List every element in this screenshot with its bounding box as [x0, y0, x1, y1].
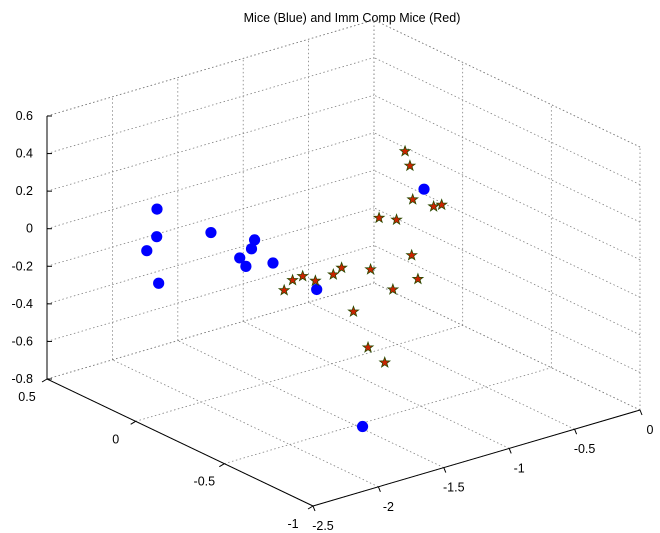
- red-star-point: [327, 267, 340, 280]
- side-wall-grid-line: [373, 94, 641, 223]
- z-tick-label: 0.4: [16, 147, 33, 161]
- x-tick-label: 0: [647, 423, 654, 437]
- floor-grid-line: [112, 359, 379, 488]
- back-wall-grid-line: [46, 282, 375, 380]
- y-tick-label: 0: [112, 432, 119, 446]
- z-tick-label: -0.4: [11, 297, 33, 311]
- x-tick-mark: [508, 448, 512, 454]
- z-tick-label: -0.6: [11, 334, 33, 348]
- x-tick-mark: [443, 467, 447, 473]
- side-wall-grid-line: [373, 282, 641, 411]
- x-tick-mark: [639, 409, 643, 416]
- back-wall-grid-line: [46, 19, 375, 117]
- back-top-edge: [46, 19, 375, 117]
- y-axis-line: [46, 378, 314, 507]
- blue-point: [248, 234, 261, 246]
- z-tick-label: 0.2: [16, 184, 33, 198]
- red-star-point: [372, 211, 386, 224]
- side-top-edge: [373, 19, 641, 148]
- blue-point: [205, 226, 217, 239]
- red-star-point: [405, 248, 418, 261]
- data-points: [141, 144, 448, 433]
- floor-grid-line: [243, 321, 510, 449]
- side-wall-grid-line: [373, 245, 641, 373]
- x-tick-mark: [377, 486, 381, 492]
- y-tick-mark: [307, 505, 314, 510]
- red-star-point: [364, 262, 377, 275]
- red-star-point: [286, 273, 299, 286]
- x-axis-line: [312, 409, 641, 507]
- blue-point: [356, 420, 369, 433]
- grid-lines: [46, 19, 641, 507]
- back-wall-grid-line: [46, 245, 375, 342]
- blue-point: [245, 243, 258, 255]
- red-star-point: [403, 159, 417, 172]
- blue-point: [418, 183, 430, 195]
- side-wall-grid-line: [373, 57, 641, 185]
- y-tick-mark: [41, 378, 48, 383]
- back-wall-grid-line: [46, 57, 375, 154]
- red-star-point: [406, 192, 419, 205]
- z-tick-label: -0.8: [11, 372, 33, 386]
- red-star-point: [386, 282, 400, 295]
- floor-grid-line: [135, 324, 463, 422]
- y-tick-label: 0.5: [18, 390, 35, 404]
- chart-title: Mice (Blue) and Imm Comp Mice (Red): [244, 11, 461, 25]
- blue-point: [151, 231, 163, 243]
- red-star-point: [398, 144, 412, 157]
- y-tick-mark: [130, 420, 136, 425]
- x-tick-mark: [574, 429, 578, 435]
- red-star-point: [427, 199, 440, 212]
- back-wall-grid-line: [46, 132, 375, 230]
- back-wall-grid-line: [46, 94, 375, 192]
- blue-point: [267, 257, 279, 269]
- blue-point: [153, 277, 165, 289]
- red-star-point: [347, 305, 360, 317]
- blue-point: [151, 203, 163, 215]
- y-tick-mark: [219, 463, 225, 468]
- red-star-point: [277, 283, 291, 296]
- floor-grid-line: [46, 282, 375, 380]
- red-star-point: [335, 261, 348, 274]
- floor-grid-line: [224, 367, 552, 465]
- x-tick-label: -0.5: [574, 442, 596, 456]
- back-wall-grid-line: [46, 207, 375, 305]
- x-tick-label: -2: [383, 500, 394, 514]
- blue-point: [240, 260, 252, 272]
- side-wall-grid-line: [373, 132, 641, 261]
- floor-grid-line: [308, 301, 575, 430]
- red-star-point: [296, 269, 309, 282]
- z-tick-label: 0.6: [16, 109, 33, 123]
- x-tick-label: -2.5: [312, 519, 334, 533]
- red-star-point: [411, 272, 425, 285]
- side-wall-grid-line: [373, 207, 641, 336]
- floor-grid-line: [177, 340, 444, 468]
- tick-labels: -2.5 -2 -1.5 -1 -0.5 0 -1 -0.5 0 0.5 -0.8 -0.6 -0.4 -…: [11, 109, 653, 533]
- axis-edges: [41, 115, 643, 512]
- x-tick-mark: [312, 505, 316, 512]
- blue-point: [311, 283, 323, 296]
- red-star-point: [361, 340, 375, 353]
- blue-point: [234, 252, 246, 264]
- x-tick-label: -1.5: [443, 481, 465, 495]
- side-wall-grid-line: [373, 169, 641, 298]
- z-tick-label: -0.2: [11, 259, 33, 273]
- red-star-point: [435, 198, 448, 211]
- y-tick-label: -0.5: [194, 475, 216, 489]
- red-star-point: [390, 213, 403, 226]
- x-tick-label: -1: [514, 461, 525, 475]
- z-tick-label: 0: [26, 222, 33, 236]
- red-star-point: [309, 274, 322, 287]
- red-star-point: [378, 356, 392, 368]
- y-tick-label: -1: [287, 517, 298, 531]
- blue-point: [141, 245, 153, 257]
- back-wall-grid-line: [46, 169, 375, 267]
